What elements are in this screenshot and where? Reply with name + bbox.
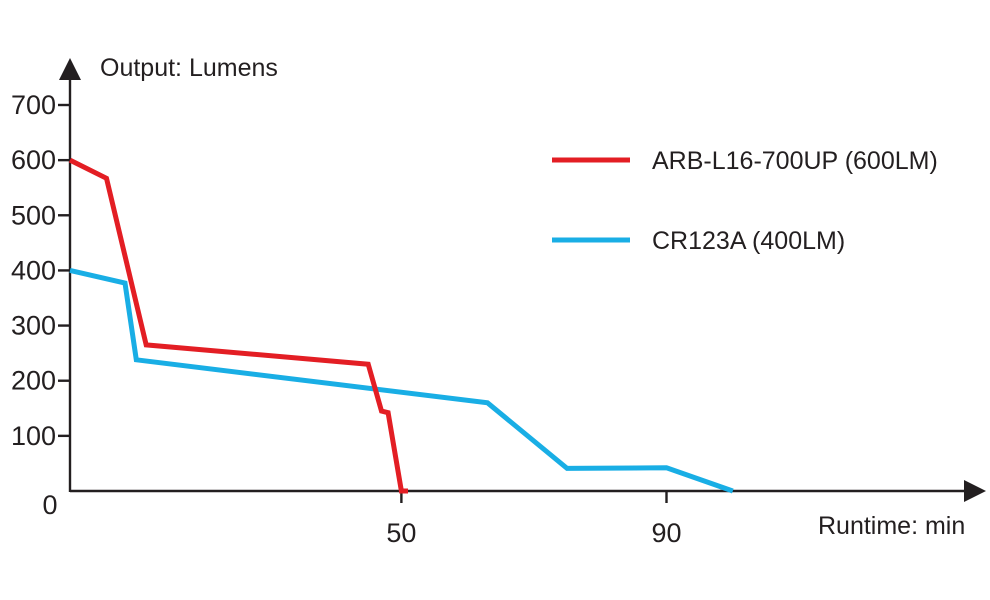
y-tick-group: 100 200 300 400 500 600 700	[11, 90, 70, 451]
y-tick-label: 200	[11, 366, 56, 396]
origin-label: 0	[42, 490, 57, 520]
axes	[59, 58, 986, 502]
x-tick-label: 90	[651, 518, 681, 548]
legend-label-0: ARB-L16-700UP (600LM)	[652, 147, 938, 175]
x-axis-arrow	[964, 480, 986, 502]
y-tick-label: 700	[11, 90, 56, 120]
series-line-1	[69, 267, 734, 494]
y-tick-label: 400	[11, 255, 56, 285]
series-group	[68, 157, 734, 494]
y-tick-label: 600	[11, 145, 56, 175]
y-tick-label: 500	[11, 200, 56, 230]
legend-label-1: CR123A (400LM)	[652, 227, 845, 255]
x-tick-label: 50	[386, 518, 416, 548]
legend: ARB-L16-700UP (600LM) CR123A (400LM)	[552, 147, 938, 255]
x-axis-title: Runtime: min	[818, 512, 965, 540]
y-tick-label: 300	[11, 311, 56, 341]
y-axis-title: Output: Lumens	[100, 54, 278, 82]
series-line-0	[68, 157, 408, 494]
y-tick-label: 100	[11, 421, 56, 451]
x-tick-group: 50 90	[386, 491, 682, 548]
y-axis-arrow	[59, 58, 81, 80]
